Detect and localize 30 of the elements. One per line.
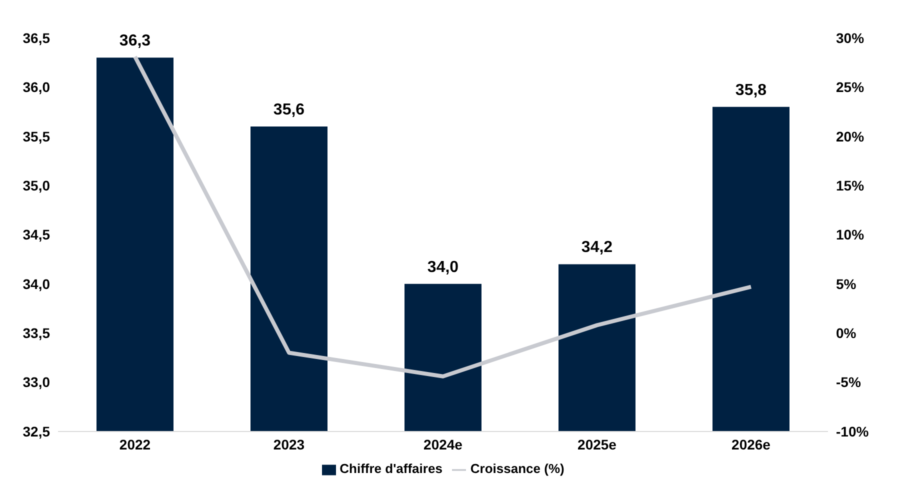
x-tick-label: 2026e [732,436,771,452]
y2-tick-label: -5% [836,374,862,390]
y-tick-label: 36,0 [22,79,50,96]
y-tick-label: 34,5 [22,226,50,243]
y2-tick-label: 20% [836,128,865,144]
y-tick-label: 33,0 [22,374,50,390]
legend-label: Chiffre d'affaires [340,461,442,476]
x-tick-label: 2023 [273,436,305,452]
y2-tick-label: 0% [836,325,857,342]
y-tick-label: 35,0 [22,178,50,194]
data-label: 35,8 [735,82,767,99]
legend-label: Croissance (%) [470,461,564,476]
y2-tick-label: 30% [836,30,865,46]
y-tick-label: 36,5 [22,30,50,46]
y2-tick-label: -10% [836,423,870,440]
data-label: 35,6 [273,102,305,119]
x-tick-label: 2025e [578,436,617,452]
y-tick-label: 34,0 [22,276,50,292]
data-label: 34,0 [427,258,459,276]
y2-tick-label: 25% [836,79,865,96]
y2-tick-label: 10% [836,226,865,243]
y-tick-label: 35,5 [22,128,50,144]
data-label: 34,2 [581,239,613,256]
y-tick-label: 32,5 [22,423,50,440]
y-tick-label: 33,5 [22,325,50,342]
y2-tick-label: 5% [836,276,857,292]
x-tick-label: 2022 [119,436,151,452]
data-label: 36,3 [119,32,151,50]
y2-tick-label: 15% [836,178,865,194]
x-tick-label: 2024e [424,436,463,452]
